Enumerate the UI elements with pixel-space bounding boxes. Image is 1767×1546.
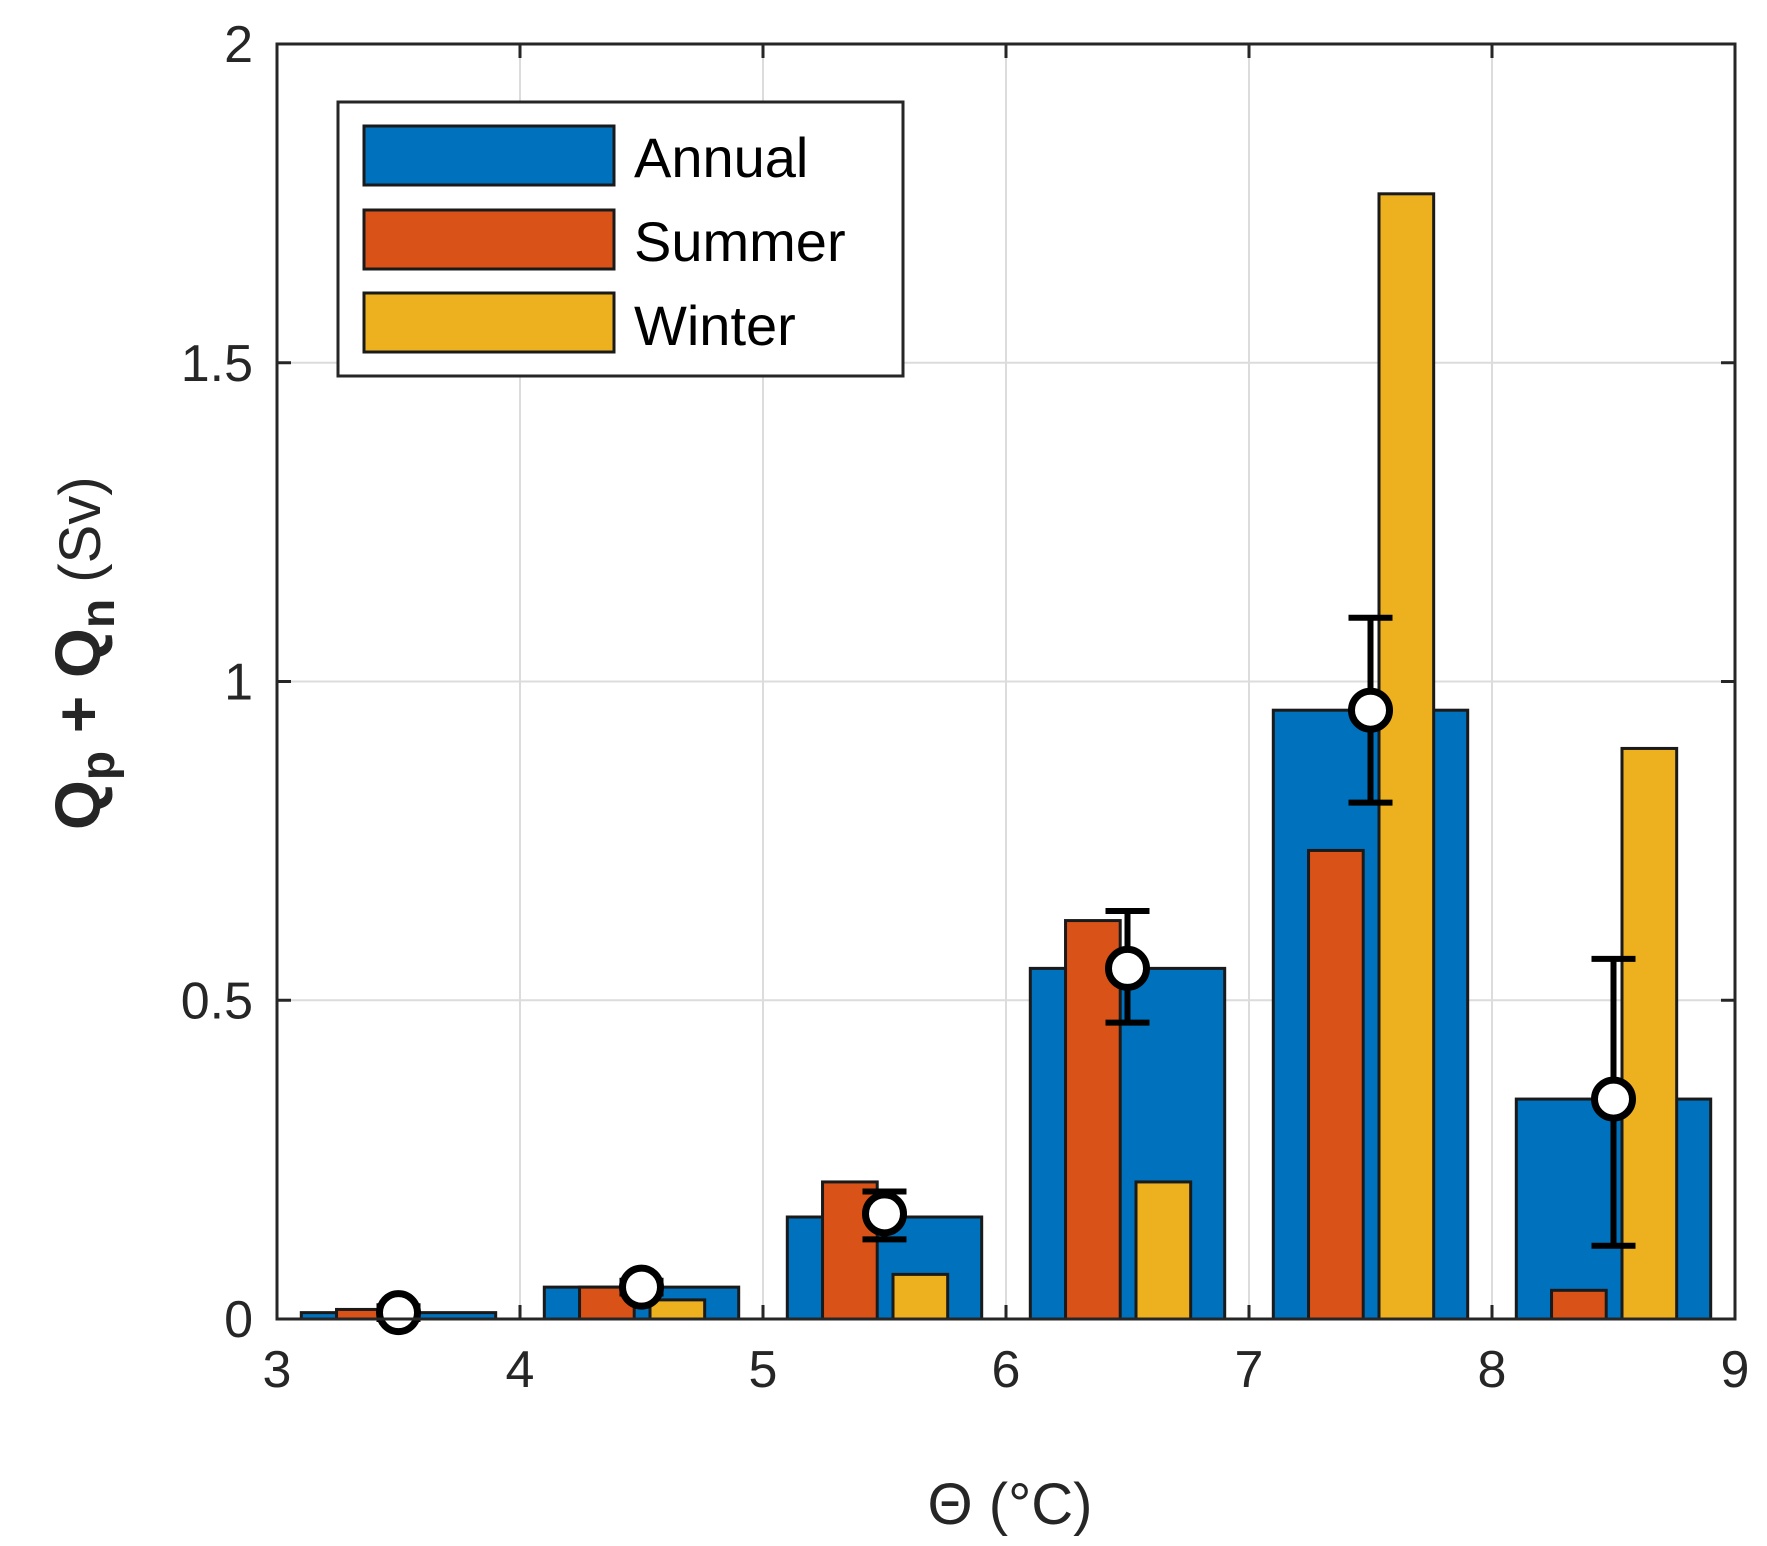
legend-label-summer: Summer: [634, 210, 846, 273]
bar-winter: [1620, 746, 1679, 1321]
x-tick-label: 3: [263, 1341, 292, 1399]
bar-summer: [1550, 1288, 1608, 1321]
bar-winter: [648, 1298, 707, 1321]
x-tick-label: 8: [1478, 1341, 1507, 1399]
data-point: [862, 1191, 907, 1237]
x-tick-label: 9: [1721, 1341, 1750, 1399]
bar-winter: [891, 1272, 950, 1321]
bar-winter: [1134, 1180, 1193, 1321]
legend-swatch-summer: [362, 208, 616, 271]
data-point: [376, 1290, 421, 1336]
y-axis-label: Qp + Qn (Sv): [42, 476, 125, 830]
legend-label-winter: Winter: [634, 294, 796, 357]
legend-label-annual: Annual: [634, 126, 808, 189]
legend-swatch-winter: [362, 291, 616, 354]
y-axis-label-q2: Q: [42, 628, 114, 678]
y-tick-label: 0: [224, 1291, 253, 1349]
y-tick-label: 0.5: [181, 972, 253, 1030]
x-tick-label: 7: [1235, 1341, 1264, 1399]
data-point: [619, 1264, 664, 1310]
y-axis-label-plus: +: [42, 678, 114, 751]
error-bars: [376, 614, 1636, 1336]
legend: Annual Summer Winter: [336, 100, 905, 378]
bar-annual: [1271, 708, 1470, 1321]
y-tick-label: 1.5: [181, 335, 253, 393]
legend-swatch-annual: [362, 124, 616, 187]
x-tick-label: 4: [506, 1341, 535, 1399]
axes: [275, 42, 1737, 1321]
y-tick-label: 1: [224, 654, 253, 712]
x-axis-label: Θ (°C): [928, 1472, 1093, 1537]
x-tick-label: 6: [992, 1341, 1021, 1399]
bar-winter: [1377, 192, 1436, 1321]
x-tick-label: 5: [749, 1341, 778, 1399]
y-axis-label-q1: Q: [42, 780, 114, 830]
bar-summer: [1064, 919, 1122, 1321]
tick-labels: 3 4 5 6 7 8 9 0 0.5 1 1.5 2: [181, 16, 1750, 1399]
data-point: [1591, 1076, 1636, 1122]
bar-summer: [1307, 848, 1365, 1321]
bar-annual: [1028, 966, 1227, 1321]
data-point: [1105, 945, 1150, 991]
y-axis-label-sub1: p: [72, 751, 125, 780]
y-axis-label-unit: (Sv): [48, 476, 113, 598]
y-axis-label-sub2: n: [72, 599, 125, 628]
y-tick-label: 2: [224, 16, 253, 74]
data-point: [1348, 687, 1393, 733]
